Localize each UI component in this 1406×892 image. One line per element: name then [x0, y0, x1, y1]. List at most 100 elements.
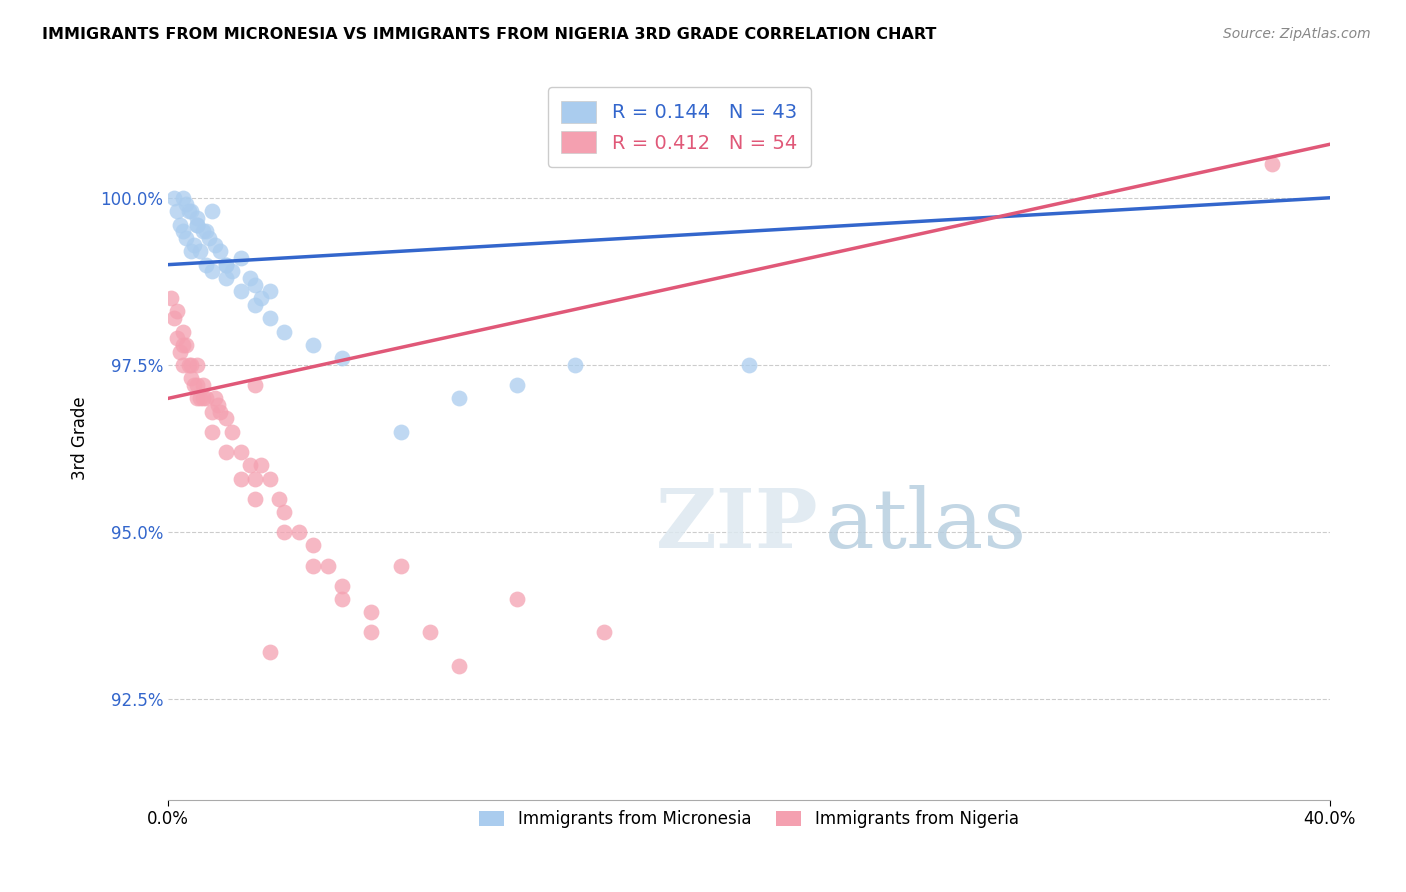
- Point: [229, 251, 252, 265]
- Point: [201, 264, 224, 278]
- Point: [188, 392, 211, 406]
- Point: [163, 191, 186, 205]
- Point: [186, 358, 208, 372]
- Point: [186, 378, 208, 392]
- Point: [186, 211, 208, 225]
- Point: [209, 244, 232, 259]
- Point: [183, 237, 205, 252]
- Point: [288, 525, 311, 540]
- Point: [564, 358, 586, 372]
- Point: [229, 445, 252, 459]
- Text: atlas: atlas: [824, 485, 1026, 566]
- Point: [259, 472, 281, 486]
- Point: [169, 218, 191, 232]
- Point: [332, 351, 354, 366]
- Point: [447, 658, 470, 673]
- Point: [188, 244, 211, 259]
- Point: [302, 338, 325, 352]
- Point: [215, 271, 238, 285]
- Point: [238, 271, 260, 285]
- Point: [204, 392, 226, 406]
- Point: [169, 344, 191, 359]
- Point: [194, 258, 217, 272]
- Point: [332, 591, 354, 606]
- Point: [360, 625, 382, 640]
- Point: [172, 191, 194, 205]
- Point: [245, 277, 267, 292]
- Point: [229, 285, 252, 299]
- Point: [215, 258, 238, 272]
- Point: [245, 298, 267, 312]
- Point: [186, 392, 208, 406]
- Point: [259, 645, 281, 659]
- Point: [302, 538, 325, 552]
- Point: [174, 197, 197, 211]
- Point: [245, 378, 267, 392]
- Point: [419, 625, 441, 640]
- Point: [177, 358, 200, 372]
- Point: [194, 224, 217, 238]
- Point: [221, 264, 243, 278]
- Point: [215, 445, 238, 459]
- Point: [198, 231, 221, 245]
- Point: [332, 578, 354, 592]
- Point: [221, 425, 243, 439]
- Point: [273, 325, 295, 339]
- Point: [267, 491, 290, 506]
- Point: [166, 204, 188, 219]
- Point: [191, 378, 214, 392]
- Point: [360, 605, 382, 619]
- Point: [209, 405, 232, 419]
- Point: [204, 237, 226, 252]
- Point: [505, 378, 527, 392]
- Point: [389, 425, 412, 439]
- Point: [177, 204, 200, 219]
- Point: [186, 218, 208, 232]
- Point: [238, 458, 260, 473]
- Point: [201, 425, 224, 439]
- Point: [172, 325, 194, 339]
- Point: [191, 392, 214, 406]
- Point: [1260, 157, 1282, 171]
- Point: [191, 224, 214, 238]
- Point: [229, 472, 252, 486]
- Point: [201, 204, 224, 219]
- Point: [302, 558, 325, 573]
- Point: [160, 291, 183, 305]
- Point: [592, 625, 614, 640]
- Point: [172, 338, 194, 352]
- Point: [505, 591, 527, 606]
- Point: [447, 392, 470, 406]
- Point: [166, 304, 188, 318]
- Point: [250, 291, 273, 305]
- Point: [273, 525, 295, 540]
- Point: [174, 338, 197, 352]
- Point: [316, 558, 339, 573]
- Point: [207, 398, 229, 412]
- Point: [273, 505, 295, 519]
- Point: [738, 358, 761, 372]
- Point: [180, 358, 202, 372]
- Y-axis label: 3rd Grade: 3rd Grade: [72, 397, 89, 480]
- Point: [389, 558, 412, 573]
- Text: ZIP: ZIP: [657, 485, 818, 566]
- Legend: Immigrants from Micronesia, Immigrants from Nigeria: Immigrants from Micronesia, Immigrants f…: [472, 803, 1025, 835]
- Point: [186, 218, 208, 232]
- Point: [245, 491, 267, 506]
- Point: [174, 231, 197, 245]
- Point: [183, 378, 205, 392]
- Point: [172, 358, 194, 372]
- Point: [180, 244, 202, 259]
- Text: IMMIGRANTS FROM MICRONESIA VS IMMIGRANTS FROM NIGERIA 3RD GRADE CORRELATION CHAR: IMMIGRANTS FROM MICRONESIA VS IMMIGRANTS…: [42, 27, 936, 42]
- Point: [180, 204, 202, 219]
- Point: [215, 258, 238, 272]
- Point: [163, 311, 186, 326]
- Point: [245, 472, 267, 486]
- Point: [180, 371, 202, 385]
- Point: [259, 285, 281, 299]
- Point: [259, 311, 281, 326]
- Point: [201, 405, 224, 419]
- Point: [172, 224, 194, 238]
- Point: [215, 411, 238, 425]
- Point: [194, 392, 217, 406]
